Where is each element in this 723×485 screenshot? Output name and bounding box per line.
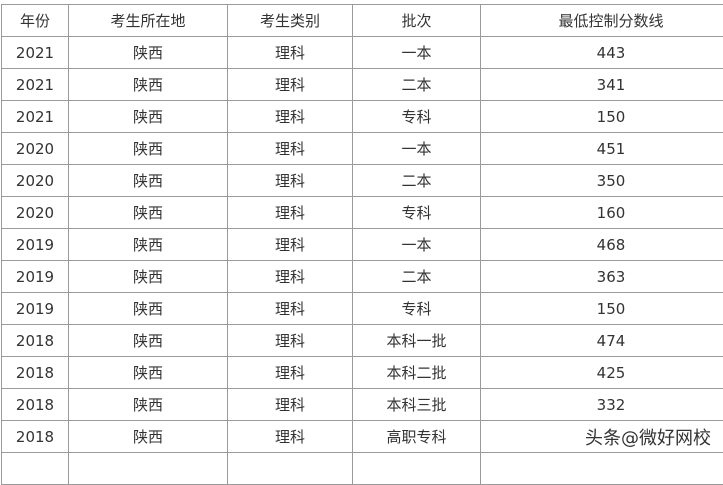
column-header: 最低控制分数线 (481, 5, 723, 37)
table-cell: 二本 (353, 69, 481, 101)
table-cell: 理科 (228, 101, 353, 133)
table-cell: 本科二批 (353, 357, 481, 389)
table-cell: 474 (481, 325, 723, 357)
table-cell: 341 (481, 69, 723, 101)
table-cell: 2018 (2, 357, 69, 389)
table-cell: 2020 (2, 197, 69, 229)
table-cell: 2021 (2, 37, 69, 69)
table-cell: 332 (481, 389, 723, 421)
table-cell: 2021 (2, 69, 69, 101)
table-cell: 陕西 (69, 293, 228, 325)
table-cell: 150 (481, 293, 723, 325)
table-cell: 陕西 (69, 421, 228, 453)
table-cell: 一本 (353, 229, 481, 261)
header-row: 年份考生所在地考生类别批次最低控制分数线 (2, 5, 723, 37)
table-cell: 363 (481, 261, 723, 293)
table-cell: 2020 (2, 133, 69, 165)
table-cell: 二本 (353, 165, 481, 197)
table-cell: 150 (481, 101, 723, 133)
table-cell: 468 (481, 229, 723, 261)
table-cell: 451 (481, 133, 723, 165)
table-cell: 理科 (228, 357, 353, 389)
table-cell: 160 (481, 197, 723, 229)
table-cell: 本科一批 (353, 325, 481, 357)
table-cell: 2021 (2, 101, 69, 133)
table-cell: 2018 (2, 389, 69, 421)
table-cell (228, 453, 353, 485)
table-cell: 2018 (2, 421, 69, 453)
table-cell: 高职专科 (353, 421, 481, 453)
table-cell: 理科 (228, 389, 353, 421)
watermark: 头条@微好网校 (585, 424, 711, 450)
table-cell: 一本 (353, 37, 481, 69)
table-cell: 陕西 (69, 389, 228, 421)
table-cell: 二本 (353, 261, 481, 293)
table-cell: 2019 (2, 261, 69, 293)
table-cell (2, 453, 69, 485)
table-cell: 本科三批 (353, 389, 481, 421)
table-cell: 理科 (228, 69, 353, 101)
table-cell: 理科 (228, 421, 353, 453)
table-cell: 443 (481, 37, 723, 69)
column-header: 年份 (2, 5, 69, 37)
table-cell: 陕西 (69, 69, 228, 101)
table-cell: 2018 (2, 325, 69, 357)
table-cell: 陕西 (69, 165, 228, 197)
table-cell: 理科 (228, 165, 353, 197)
table-cell (353, 453, 481, 485)
table-cell: 一本 (353, 133, 481, 165)
table-cell: 专科 (353, 293, 481, 325)
table-cell: 理科 (228, 133, 353, 165)
table-cell: 2020 (2, 165, 69, 197)
table-cell (69, 453, 228, 485)
table-cell: 陕西 (69, 37, 228, 69)
table-cell: 350 (481, 165, 723, 197)
column-header: 考生所在地 (69, 5, 228, 37)
table-cell: 陕西 (69, 325, 228, 357)
table-cell: 理科 (228, 197, 353, 229)
table-cell: 陕西 (69, 229, 228, 261)
table-cell: 专科 (353, 197, 481, 229)
column-header: 考生类别 (228, 5, 353, 37)
table-cell: 专科 (353, 101, 481, 133)
table-cell: 理科 (228, 325, 353, 357)
table-cell (481, 453, 723, 485)
table-cell: 2019 (2, 293, 69, 325)
table-cell: 理科 (228, 37, 353, 69)
table-cell: 理科 (228, 261, 353, 293)
table-cell: 陕西 (69, 197, 228, 229)
table-cell: 陕西 (69, 261, 228, 293)
column-header: 批次 (353, 5, 481, 37)
table-cell: 陕西 (69, 357, 228, 389)
table-cell: 陕西 (69, 101, 228, 133)
table-cell: 理科 (228, 229, 353, 261)
table-cell: 理科 (228, 293, 353, 325)
table-cell: 陕西 (69, 133, 228, 165)
table-cell: 2019 (2, 229, 69, 261)
table-cell: 425 (481, 357, 723, 389)
